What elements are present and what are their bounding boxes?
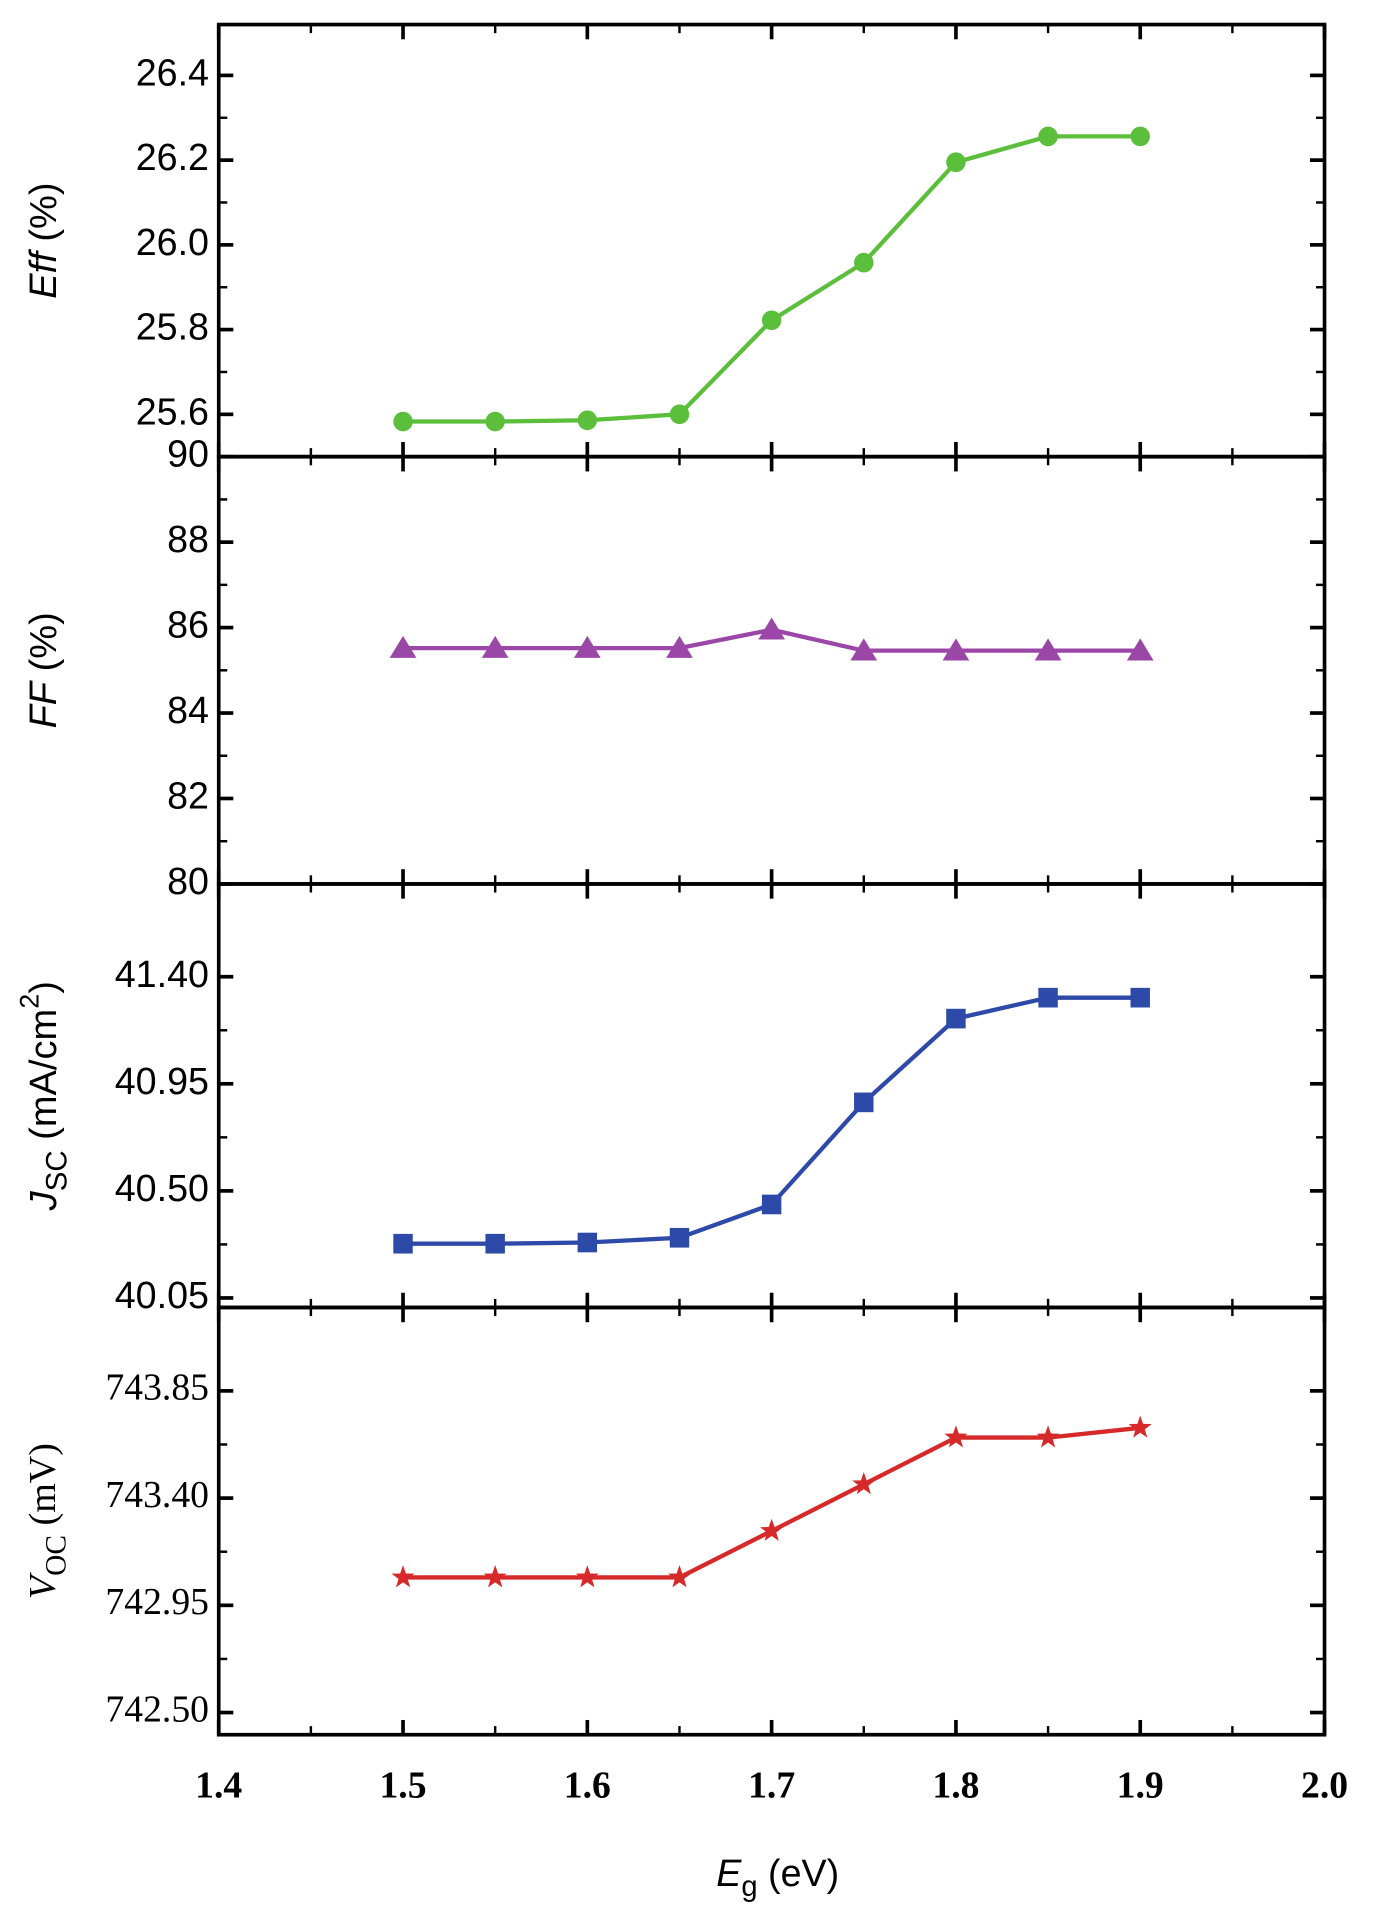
marker: [389, 635, 417, 658]
marker: [577, 410, 598, 431]
y-axis-label: Eff (%): [23, 182, 65, 298]
y-tick-label: 25.6: [136, 391, 209, 433]
y-tick-label: 82: [167, 775, 209, 817]
marker: [667, 1565, 692, 1588]
marker: [850, 638, 878, 661]
y-tick-label: 40.50: [115, 1168, 209, 1210]
x-tick-label: 2.0: [1301, 1764, 1348, 1806]
marker: [575, 1565, 599, 1588]
y-axis-label-part: J: [23, 1190, 65, 1211]
y-tick-label: 743.85: [105, 1366, 209, 1408]
marker: [669, 404, 690, 425]
marker: [481, 635, 509, 658]
y-tick-label: 26.0: [136, 222, 209, 264]
x-axis-label-part: E: [716, 1853, 742, 1895]
y-axis-label-part: OC: [40, 1535, 72, 1576]
x-tick-label: 1.6: [564, 1764, 611, 1806]
marker: [393, 1233, 413, 1254]
marker: [666, 635, 693, 658]
plot-frame: [216, 882, 1327, 1310]
x-tick-label: 1.4: [195, 1764, 242, 1806]
marker: [1128, 1415, 1152, 1438]
y-axis-label-part: (mA/cm: [23, 1009, 65, 1151]
marker: [761, 1194, 782, 1215]
marker: [761, 310, 782, 331]
y-axis-label-part: V: [22, 1572, 64, 1599]
y-tick-label: 40.05: [115, 1275, 209, 1317]
marker: [1130, 987, 1150, 1008]
marker: [852, 1471, 876, 1495]
y-tick-label: 86: [167, 604, 209, 646]
marker: [485, 1233, 505, 1254]
y-tick-label: 80: [167, 861, 209, 903]
y-tick-label: 41.40: [115, 954, 209, 996]
marker: [1038, 987, 1058, 1008]
y-axis-label-part: (mV): [22, 1443, 64, 1535]
y-axis-label: FF (%): [23, 612, 65, 728]
marker: [1038, 126, 1058, 147]
y-axis-label-part: SC: [40, 1150, 73, 1191]
x-tick-label: 1.9: [1117, 1764, 1164, 1806]
x-tick-label: 1.8: [932, 1764, 979, 1806]
y-axis-label-part: 2: [15, 994, 45, 1009]
series-line: [403, 1425, 1141, 1580]
y-tick-label: 26.2: [136, 137, 209, 179]
marker: [485, 411, 505, 432]
y-axis-label-part: ): [23, 981, 65, 994]
x-tick-label: 1.7: [748, 1764, 795, 1806]
marker: [854, 252, 874, 273]
y-tick-label: 90: [167, 434, 209, 476]
y-tick-label: 25.8: [136, 306, 209, 348]
y-tick-label: 742.50: [105, 1688, 209, 1730]
y-tick-label: 40.95: [115, 1061, 209, 1103]
marker: [1126, 638, 1154, 661]
y-tick-label: 88: [167, 519, 209, 561]
marker: [760, 1518, 784, 1541]
marker: [854, 1092, 874, 1113]
marker: [393, 411, 413, 432]
marker: [483, 1565, 507, 1588]
marker: [577, 1232, 598, 1253]
y-axis-label-part: Eff: [23, 249, 65, 299]
y-tick-label: 26.4: [136, 52, 209, 94]
marker: [944, 1425, 968, 1448]
marker: [391, 1565, 415, 1588]
y-tick-label: 743.40: [105, 1474, 209, 1516]
y-axis-label-part: FF: [23, 680, 65, 728]
x-axis-label: Eg (eV): [716, 1853, 839, 1903]
plot-frame: [216, 22, 1327, 459]
marker: [573, 635, 601, 658]
y-axis-label-part: (%): [23, 612, 65, 682]
x-axis-label-part: g: [741, 1870, 757, 1903]
y-tick-label: 742.95: [105, 1581, 209, 1623]
marker: [669, 1227, 690, 1248]
y-tick-label: 84: [167, 690, 209, 732]
marker: [758, 617, 785, 640]
y-axis-label-part: (%): [23, 182, 65, 252]
marker: [1034, 638, 1062, 661]
series-line: [403, 134, 1141, 424]
plot-frame: [216, 454, 1327, 886]
marker: [1130, 126, 1150, 147]
marker: [1036, 1425, 1060, 1448]
marker: [946, 1008, 966, 1029]
x-axis-label-part: (eV): [758, 1853, 840, 1895]
y-axis-label: JSC (mA/cm2): [15, 981, 73, 1211]
x-tick-label: 1.5: [379, 1764, 426, 1806]
marker: [946, 152, 966, 173]
y-axis-label: VOC (mV): [22, 1443, 72, 1599]
marker: [942, 638, 970, 661]
